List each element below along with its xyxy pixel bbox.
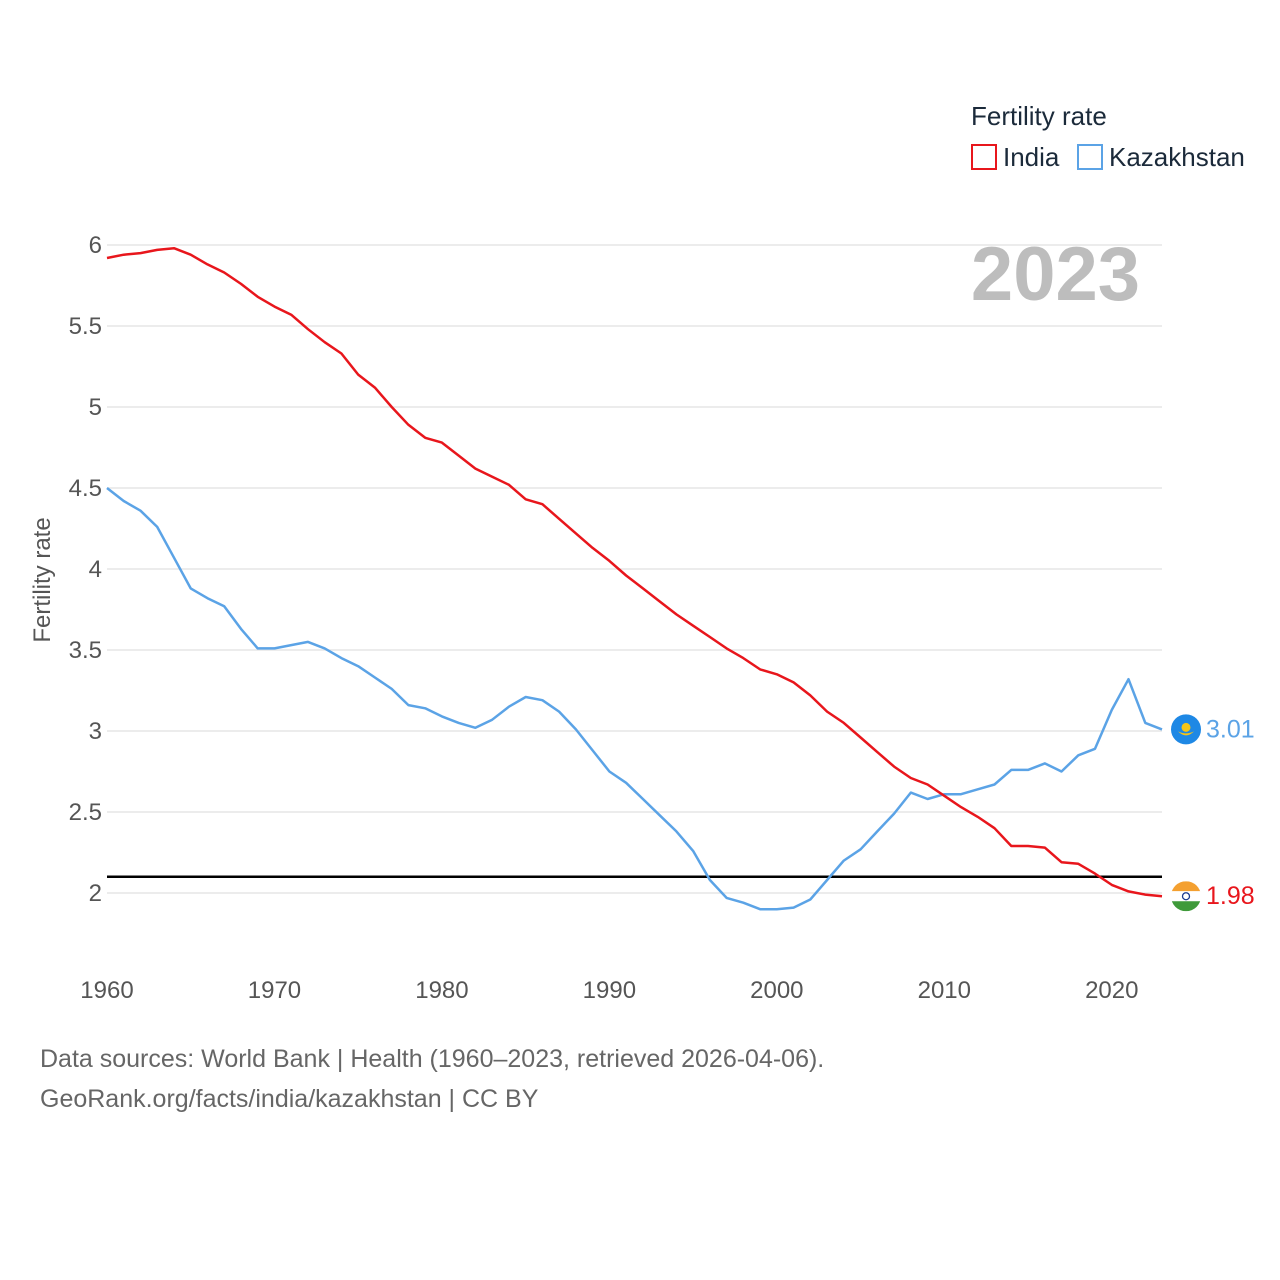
- y-tick-label: 3: [89, 718, 102, 745]
- x-tick-label: 2000: [750, 977, 803, 1004]
- legend: Fertility rate India Kazakhstan: [971, 101, 1245, 172]
- legend-swatch-kazakhstan[interactable]: [1077, 144, 1103, 170]
- y-tick-label: 2: [89, 880, 102, 907]
- x-tick-label: 1960: [80, 977, 133, 1004]
- x-tick-label: 2010: [918, 977, 971, 1004]
- x-tick-label: 1980: [415, 977, 468, 1004]
- y-tick-label: 5: [89, 394, 102, 421]
- source-line-2[interactable]: GeoRank.org/facts/india/kazakhstan | CC …: [40, 1085, 539, 1113]
- legend-label-kazakhstan[interactable]: Kazakhstan: [1109, 142, 1245, 172]
- legend-title: Fertility rate: [971, 101, 1107, 131]
- series-lines: [106, 246, 1163, 911]
- x-tick-label: 1970: [248, 977, 301, 1004]
- y-tick-label: 6: [89, 232, 102, 259]
- x-axis-ticks: 1960 1970 1980 1990 2000 2010 2020: [80, 977, 1138, 1004]
- source-line-1: Data sources: World Bank | Health (1960–…: [40, 1045, 825, 1073]
- kazakhstan-flag-icon: [1171, 714, 1201, 745]
- x-tick-label: 1990: [583, 977, 636, 1004]
- india-flag-icon: [1171, 881, 1201, 912]
- y-tick-label: 2.5: [69, 799, 102, 826]
- year-label: 2023: [971, 232, 1140, 317]
- series-line-kazakhstan[interactable]: [106, 487, 1163, 911]
- x-tick-label: 2020: [1085, 977, 1138, 1004]
- series-line-india[interactable]: [106, 246, 1163, 898]
- y-tick-label: 5.5: [69, 313, 102, 340]
- gridlines: [107, 244, 1162, 894]
- kazakhstan-end-value: 3.01: [1206, 715, 1255, 743]
- y-axis-title: Fertility rate: [29, 517, 56, 642]
- india-end-value: 1.98: [1206, 882, 1255, 910]
- y-axis-ticks: 2 2.5 3 3.5 4 4.5 5 5.5 6: [69, 232, 102, 907]
- y-tick-label: 4.5: [69, 475, 102, 502]
- y-tick-label: 4: [89, 556, 102, 583]
- y-tick-label: 3.5: [69, 637, 102, 664]
- legend-swatch-india[interactable]: [971, 144, 997, 170]
- legend-label-india[interactable]: India: [1003, 142, 1060, 172]
